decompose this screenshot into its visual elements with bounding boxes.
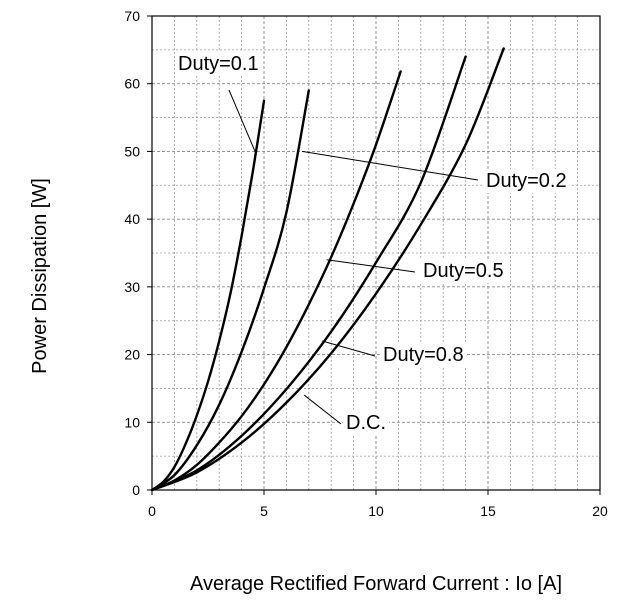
annotation-d-c: D.C. [304, 394, 389, 435]
annotation-label-background [175, 52, 262, 76]
series-line-d-c [150, 47, 505, 492]
annotation-label: Duty=0.8 [383, 344, 464, 366]
annotation-duty-0-2: Duty=0.2 [301, 150, 570, 193]
x-tick-label: 15 [480, 503, 496, 519]
annotation-label-background [483, 169, 570, 193]
x-tick-label: 20 [592, 503, 608, 519]
y-tick-label: 60 [124, 76, 140, 92]
annotation-label: Duty=0.1 [178, 53, 259, 75]
y-axis-label: Power Dissipation [W] [29, 178, 51, 374]
annotation-duty-0-1: Duty=0.1 [175, 52, 262, 152]
tick-layer: 0 5 10 15 20 0 10 20 30 40 50 60 70 [124, 8, 608, 519]
annotation-leader-line [326, 259, 416, 273]
x-tick-label: 0 [148, 503, 156, 519]
y-tick-label: 70 [124, 8, 140, 24]
annotation-label-background [343, 411, 389, 435]
annotation-leader-line [228, 89, 256, 152]
series-line-duty-0-2 [150, 89, 310, 492]
annotation-layer: Duty=0.1 Duty=0.2 Duty=0.5 Duty=0.8 D.C. [175, 52, 570, 435]
annotation-label: Duty=0.2 [486, 170, 567, 192]
y-tick-label: 30 [124, 279, 140, 295]
series-line-duty-0-1 [150, 99, 266, 492]
annotation-label: D.C. [346, 412, 386, 434]
x-axis-label: Average Rectified Forward Current : Io [… [190, 573, 562, 595]
annotation-label-background [380, 343, 467, 367]
x-tick-label: 5 [260, 503, 268, 519]
curve-layer [150, 47, 505, 492]
annotation-label-background [420, 259, 507, 283]
annotation-leader-line [322, 340, 376, 357]
annotation-label: Duty=0.5 [423, 260, 504, 282]
y-tick-label: 20 [124, 347, 140, 363]
series-line-duty-0-8 [150, 55, 467, 492]
grid-layer [152, 16, 600, 490]
annotation-duty-0-5: Duty=0.5 [326, 259, 507, 283]
annotation-duty-0-8: Duty=0.8 [322, 340, 467, 367]
y-tick-label: 40 [124, 211, 140, 227]
x-tick-label: 10 [368, 503, 384, 519]
y-tick-label: 0 [132, 482, 140, 498]
annotation-leader-line [304, 394, 342, 425]
y-tick-label: 10 [124, 414, 140, 430]
annotation-leader-line [301, 150, 479, 181]
y-tick-label: 50 [124, 143, 140, 159]
series-line-duty-0-5 [150, 70, 402, 492]
